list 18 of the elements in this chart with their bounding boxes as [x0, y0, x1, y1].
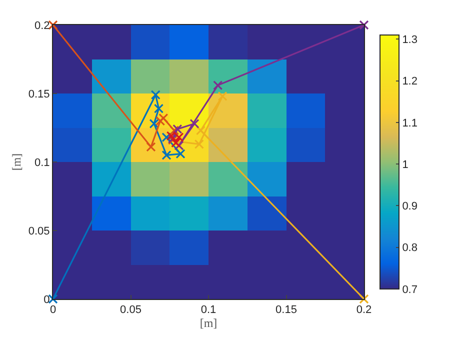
x-axis-title: [m] [200, 316, 218, 330]
y-axis-title: [m] [10, 153, 24, 171]
x-tick-label: 0.15 [276, 304, 297, 316]
color-bar-label: 0.8 [402, 242, 418, 254]
x-tick-label: 0.1 [200, 304, 216, 316]
y-tick-label: 0.2 [34, 20, 50, 32]
color-bar-label: 0.7 [402, 284, 418, 296]
color-bar-label: 1.2 [402, 76, 418, 88]
y-tick-label: 0.05 [28, 225, 50, 238]
y-tick-label: 0.1 [34, 156, 50, 169]
color-bar-label: 1.3 [402, 34, 418, 46]
y-tick-label: 0.15 [28, 88, 50, 100]
y-tick-label: 0 [44, 294, 50, 306]
x-tick-label: 0.2 [356, 304, 372, 316]
color-bar-label: 1 [402, 158, 408, 171]
x-tick-label: 0.05 [120, 304, 142, 316]
color-bar-label: 0.9 [402, 200, 418, 213]
color-bar-label: 1.1 [402, 117, 418, 130]
